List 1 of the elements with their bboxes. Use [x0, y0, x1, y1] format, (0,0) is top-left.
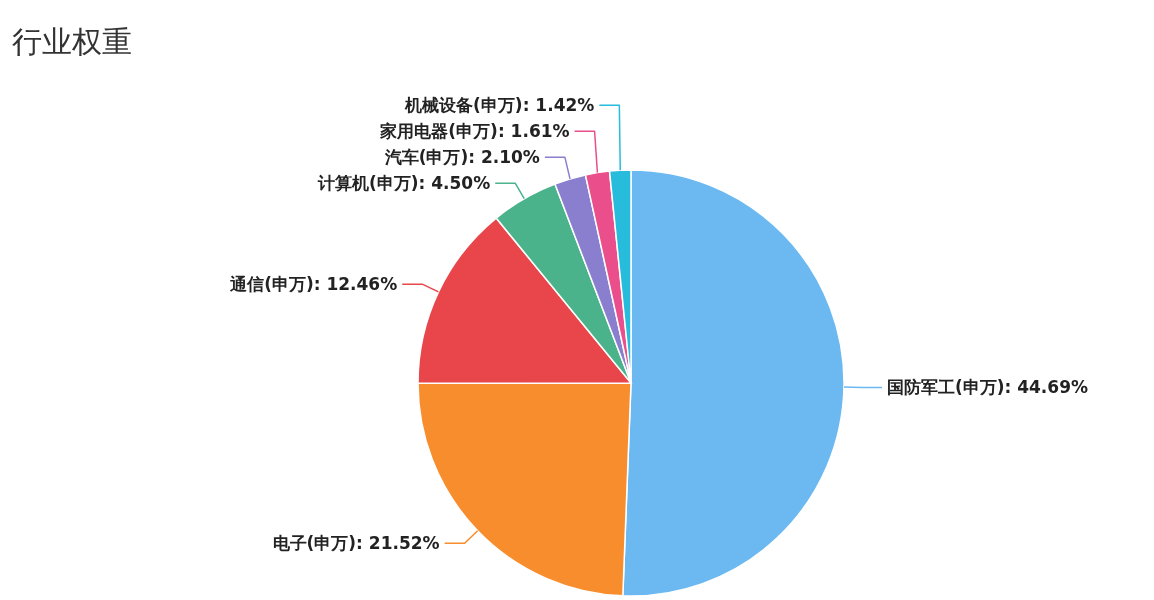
title: 行业权重 [12, 24, 132, 59]
